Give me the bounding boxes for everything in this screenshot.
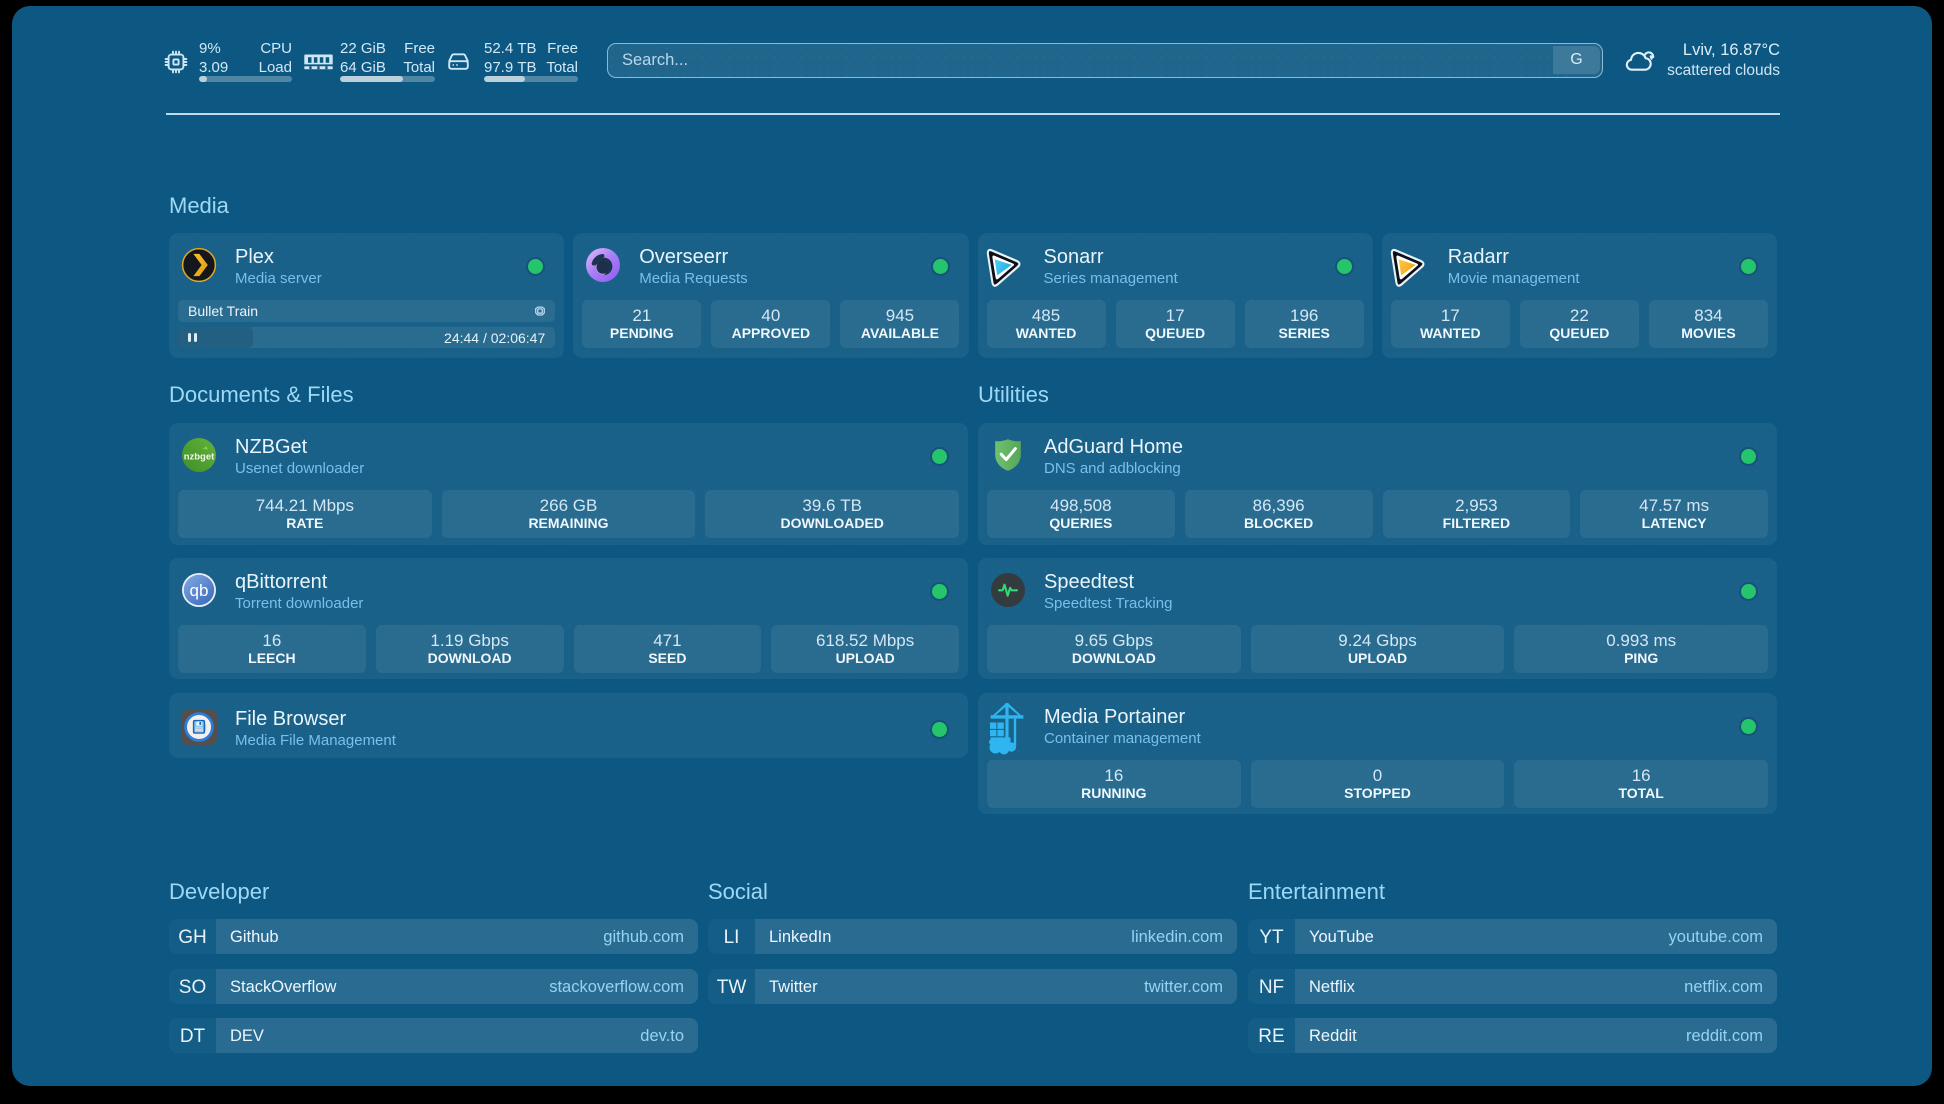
svg-text:nzbget: nzbget bbox=[184, 452, 215, 463]
svg-text:qb: qb bbox=[190, 581, 209, 600]
